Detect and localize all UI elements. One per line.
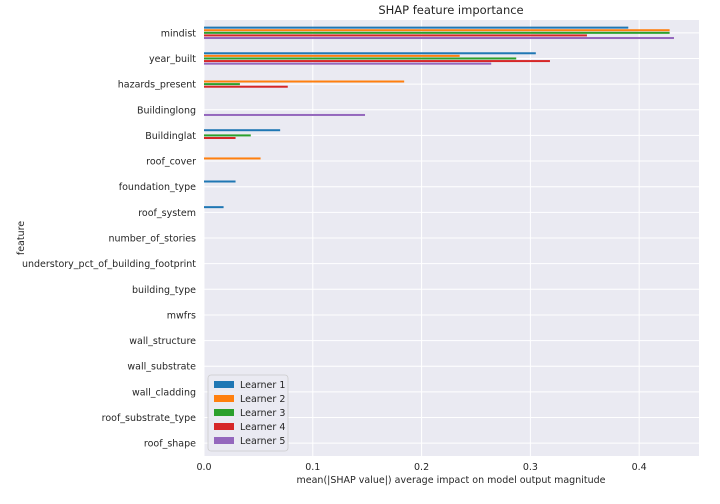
bar-mindist-learner-2 — [204, 29, 670, 32]
y-tick-label: mwfrs — [167, 310, 196, 321]
legend-swatch — [214, 423, 234, 430]
bar-mindist-learner-4 — [204, 34, 587, 37]
y-tick-label: building_type — [132, 285, 196, 296]
bar-Buildinglat-learner-1 — [204, 129, 281, 132]
bar-mindist-learner-5 — [204, 37, 674, 40]
y-tick-label: foundation_type — [119, 182, 196, 193]
bar-Buildinglat-learner-4 — [204, 137, 236, 140]
legend-swatch — [214, 395, 234, 402]
y-tick-label: number_of_stories — [108, 234, 196, 245]
y-tick-label: mindist — [161, 28, 197, 39]
y-tick-label: wall_substrate — [127, 362, 196, 373]
y-tick-label: Buildinglong — [137, 105, 196, 116]
grid-lines — [203, 20, 699, 456]
y-tick-label: roof_shape — [144, 439, 196, 450]
bar-Buildinglat-learner-3 — [204, 134, 251, 137]
bar-year_built-learner-5 — [204, 62, 492, 65]
y-tick-label: wall_cladding — [132, 387, 196, 398]
x-axis-label: mean(|SHAP value|) average impact on mod… — [297, 475, 606, 486]
x-tick-label: 0.1 — [305, 462, 320, 473]
bar-Buildinglong-learner-5 — [204, 113, 366, 116]
bar-roof_system-learner-1 — [204, 206, 224, 209]
bar-year_built-learner-2 — [204, 54, 460, 57]
bar-hazards_present-learner-2 — [204, 80, 405, 83]
legend-label: Learner 5 — [240, 436, 285, 447]
y-axis-label: feature — [16, 221, 27, 255]
chart-title: SHAP feature importance — [378, 3, 523, 17]
legend-label: Learner 1 — [240, 380, 285, 391]
y-tick-label: hazards_present — [118, 80, 197, 91]
x-tick-label: 0.3 — [523, 462, 538, 473]
legend-swatch — [214, 437, 234, 444]
y-tick-label: Buildinglat — [145, 131, 196, 142]
legend: Learner 1 Learner 2 Learner 3 Learner 4 Lear… — [207, 374, 289, 452]
x-tick-label: 0.0 — [196, 462, 211, 473]
y-tick-label: roof_cover — [146, 157, 196, 168]
bar-mindist-learner-3 — [204, 31, 670, 34]
bar-year_built-learner-1 — [204, 52, 536, 55]
x-tick-label: 0.2 — [414, 462, 429, 473]
legend-label: Learner 3 — [240, 408, 285, 419]
bar-roof_cover-learner-2 — [204, 157, 261, 160]
y-tick-label: roof_system — [138, 208, 196, 219]
legend-label: Learner 2 — [240, 394, 285, 405]
bar-year_built-learner-3 — [204, 57, 517, 60]
legend-swatch — [214, 409, 234, 416]
y-tick-label: roof_substrate_type — [102, 413, 197, 424]
bar-mindist-learner-1 — [204, 26, 629, 29]
x-tick-labels: 0.0 0.1 0.2 0.3 0.4 — [196, 462, 646, 473]
bar-hazards_present-learner-4 — [204, 85, 288, 88]
y-tick-label: wall_structure — [129, 336, 196, 347]
y-tick-label: understory_pct_of_building_footprint — [22, 259, 196, 270]
y-tick-labels: mindist year_built hazards_present Building… — [22, 28, 196, 449]
legend-frame — [207, 374, 289, 452]
x-tick-label: 0.4 — [632, 462, 647, 473]
bar-year_built-learner-4 — [204, 60, 550, 63]
legend-label: Learner 4 — [240, 422, 285, 433]
bars — [204, 26, 674, 209]
bar-foundation_type-learner-1 — [204, 180, 236, 183]
y-tick-label: year_built — [149, 54, 196, 65]
bar-hazards_present-learner-3 — [204, 83, 240, 86]
legend-swatch — [214, 381, 234, 388]
